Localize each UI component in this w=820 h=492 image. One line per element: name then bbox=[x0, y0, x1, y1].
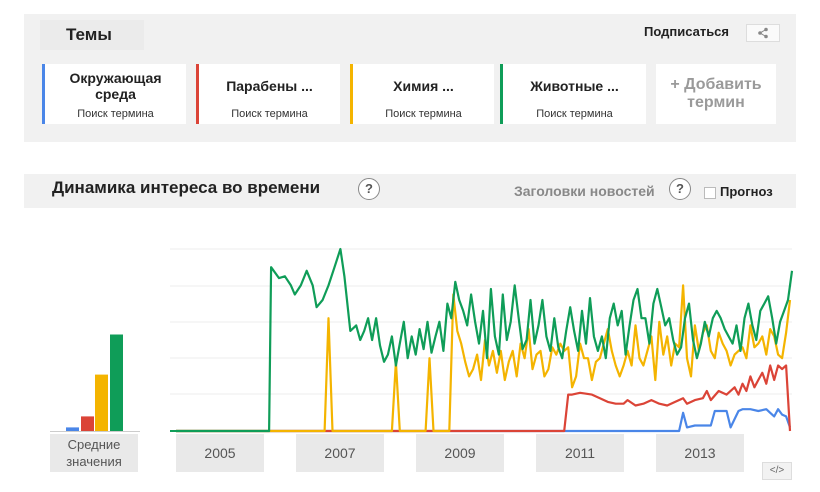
term-card-animals[interactable]: Животные ... Поиск термина bbox=[500, 64, 646, 124]
news-help-icon[interactable]: ? bbox=[669, 178, 691, 200]
term-type: Поиск термина bbox=[77, 108, 154, 120]
term-name: Химия ... bbox=[393, 78, 454, 94]
term-card-environment[interactable]: Окружающая среда Поиск термина bbox=[42, 64, 186, 124]
term-card-parabens[interactable]: Парабены ... Поиск термина bbox=[196, 64, 340, 124]
term-type: Поиск термина bbox=[231, 108, 308, 120]
series-line-environment bbox=[176, 408, 792, 433]
x-tick-label: 2007 bbox=[296, 434, 384, 472]
series-line-animals bbox=[176, 247, 794, 433]
news-headlines-toggle[interactable]: Заголовки новостей bbox=[514, 183, 655, 199]
term-name: Животные ... bbox=[530, 78, 619, 94]
averages-label: Средние значения bbox=[50, 434, 138, 472]
term-type: Поиск термина bbox=[536, 108, 613, 120]
x-tick-label: 2005 bbox=[176, 434, 264, 472]
add-term-button[interactable]: + Добавить термин bbox=[656, 64, 776, 124]
interest-header-bar bbox=[24, 174, 796, 208]
series-line-parabens bbox=[176, 364, 792, 433]
average-bar bbox=[66, 427, 79, 431]
average-bar bbox=[95, 374, 108, 431]
series-line-chemistry bbox=[176, 284, 792, 433]
x-tick-label: 2013 bbox=[656, 434, 744, 472]
share-button[interactable] bbox=[746, 24, 780, 42]
help-icon[interactable]: ? bbox=[358, 178, 380, 200]
topics-title: Темы bbox=[40, 20, 144, 50]
term-name: Парабены ... bbox=[226, 78, 313, 94]
x-tick-label: 2011 bbox=[536, 434, 624, 472]
term-type: Поиск термина bbox=[385, 108, 462, 120]
embed-button[interactable]: </> bbox=[762, 462, 792, 480]
subscribe-button[interactable]: Подписаться bbox=[644, 24, 730, 39]
forecast-checkbox[interactable] bbox=[704, 187, 716, 199]
forecast-label[interactable]: Прогноз bbox=[720, 184, 773, 199]
share-icon bbox=[758, 27, 768, 39]
average-bar bbox=[81, 416, 94, 431]
average-bar bbox=[110, 334, 123, 431]
section-title: Динамика интереса во времени bbox=[52, 178, 321, 197]
term-card-chemistry[interactable]: Химия ... Поиск термина bbox=[350, 64, 494, 124]
x-tick-label: 2009 bbox=[416, 434, 504, 472]
term-name: Окружающая среда bbox=[69, 70, 162, 102]
